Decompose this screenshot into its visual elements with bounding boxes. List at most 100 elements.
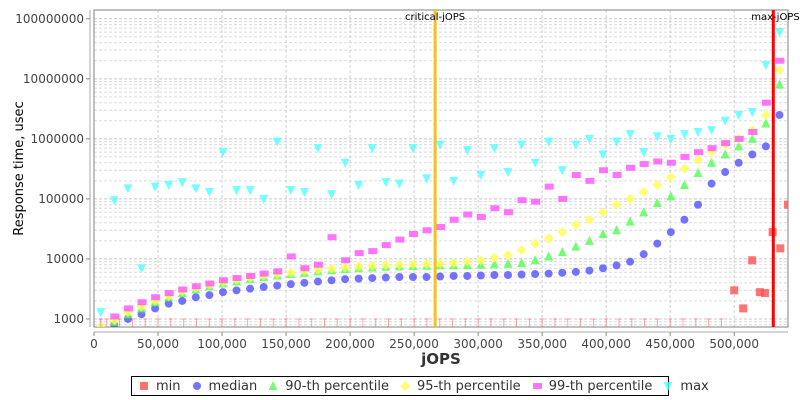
data-point xyxy=(652,180,663,191)
series-max xyxy=(96,28,784,318)
x-tick-label: 50,000 xyxy=(137,337,179,351)
data-point xyxy=(137,299,147,306)
data-point xyxy=(721,140,731,147)
data-point xyxy=(367,260,378,271)
data-point xyxy=(395,273,404,282)
data-point xyxy=(530,238,541,249)
data-point xyxy=(272,137,282,147)
data-point xyxy=(584,214,595,225)
data-point xyxy=(774,28,784,38)
data-point xyxy=(246,284,255,293)
data-point xyxy=(503,209,513,216)
data-point xyxy=(571,267,580,276)
legend-label: 95-th percentile xyxy=(416,378,521,394)
data-point xyxy=(449,271,458,280)
data-point xyxy=(625,193,636,204)
y-tick-label: 1000000 xyxy=(31,132,84,146)
data-point xyxy=(286,280,295,289)
data-point xyxy=(734,141,744,151)
data-point xyxy=(679,180,689,190)
data-point xyxy=(776,244,785,253)
data-point xyxy=(612,225,622,235)
legend-label: median xyxy=(208,378,258,394)
data-point xyxy=(693,200,702,209)
legend-item: 90-th percentile xyxy=(267,379,389,394)
data-point xyxy=(313,261,323,268)
data-point xyxy=(639,207,649,217)
data-point xyxy=(557,227,568,238)
data-point xyxy=(734,110,744,120)
data-point xyxy=(747,133,757,143)
data-point xyxy=(748,129,758,136)
data-point xyxy=(543,233,554,244)
data-point xyxy=(748,256,757,265)
data-point xyxy=(748,150,757,159)
data-point xyxy=(408,231,418,238)
data-point xyxy=(730,286,739,295)
data-point xyxy=(517,258,527,268)
data-point xyxy=(164,181,174,191)
x-tick-label: 450,000 xyxy=(645,337,695,351)
data-point xyxy=(368,248,378,255)
series-min xyxy=(104,200,788,327)
data-point xyxy=(544,137,554,147)
data-point xyxy=(381,273,390,282)
data-point xyxy=(436,272,445,281)
data-point xyxy=(739,304,748,313)
data-point xyxy=(191,293,200,302)
data-point xyxy=(734,135,744,142)
legend-marker xyxy=(663,382,673,391)
data-point xyxy=(300,265,310,272)
data-point xyxy=(232,186,242,196)
data-point xyxy=(558,195,568,202)
data-point xyxy=(381,178,391,188)
data-point xyxy=(435,140,445,150)
data-point xyxy=(489,252,500,263)
data-point xyxy=(517,270,526,279)
data-point xyxy=(286,186,296,196)
data-point xyxy=(707,179,716,188)
data-point xyxy=(720,149,730,159)
legend-diamond-icon xyxy=(399,381,410,391)
data-point xyxy=(570,219,581,230)
y-axis-label: Response time, usec xyxy=(12,101,27,235)
legend-square-icon xyxy=(140,382,148,390)
data-point xyxy=(558,268,567,277)
data-point xyxy=(354,274,363,283)
data-point xyxy=(178,296,187,305)
data-point xyxy=(407,259,418,270)
data-point xyxy=(625,216,635,226)
data-point xyxy=(612,172,622,179)
data-point xyxy=(259,270,269,277)
data-point xyxy=(707,157,717,167)
x-tick-label: 0 xyxy=(90,337,98,351)
y-tick-label: 100000 xyxy=(38,192,84,206)
data-point xyxy=(150,182,160,192)
data-point xyxy=(598,150,608,160)
data-point xyxy=(368,274,377,283)
data-point xyxy=(598,229,608,239)
data-point xyxy=(638,187,649,198)
data-point xyxy=(571,172,581,179)
data-point xyxy=(327,276,336,285)
data-point xyxy=(354,250,364,257)
data-point xyxy=(774,65,785,76)
data-point xyxy=(531,198,541,205)
data-point xyxy=(218,277,228,284)
data-point xyxy=(720,116,730,126)
data-point xyxy=(259,194,269,204)
data-point xyxy=(475,255,486,266)
legend-marker xyxy=(192,382,201,390)
data-point xyxy=(151,304,160,313)
data-point xyxy=(341,275,350,284)
legend-label: 90-th percentile xyxy=(285,378,389,394)
x-tick-label: 200,000 xyxy=(325,337,375,351)
data-point xyxy=(679,130,689,140)
data-point xyxy=(137,264,147,274)
marker-label: critical-jOPS xyxy=(405,12,465,23)
data-point xyxy=(761,118,771,128)
data-point xyxy=(679,163,690,174)
legend-item: 99-th percentile xyxy=(531,379,652,394)
data-point xyxy=(666,159,676,166)
